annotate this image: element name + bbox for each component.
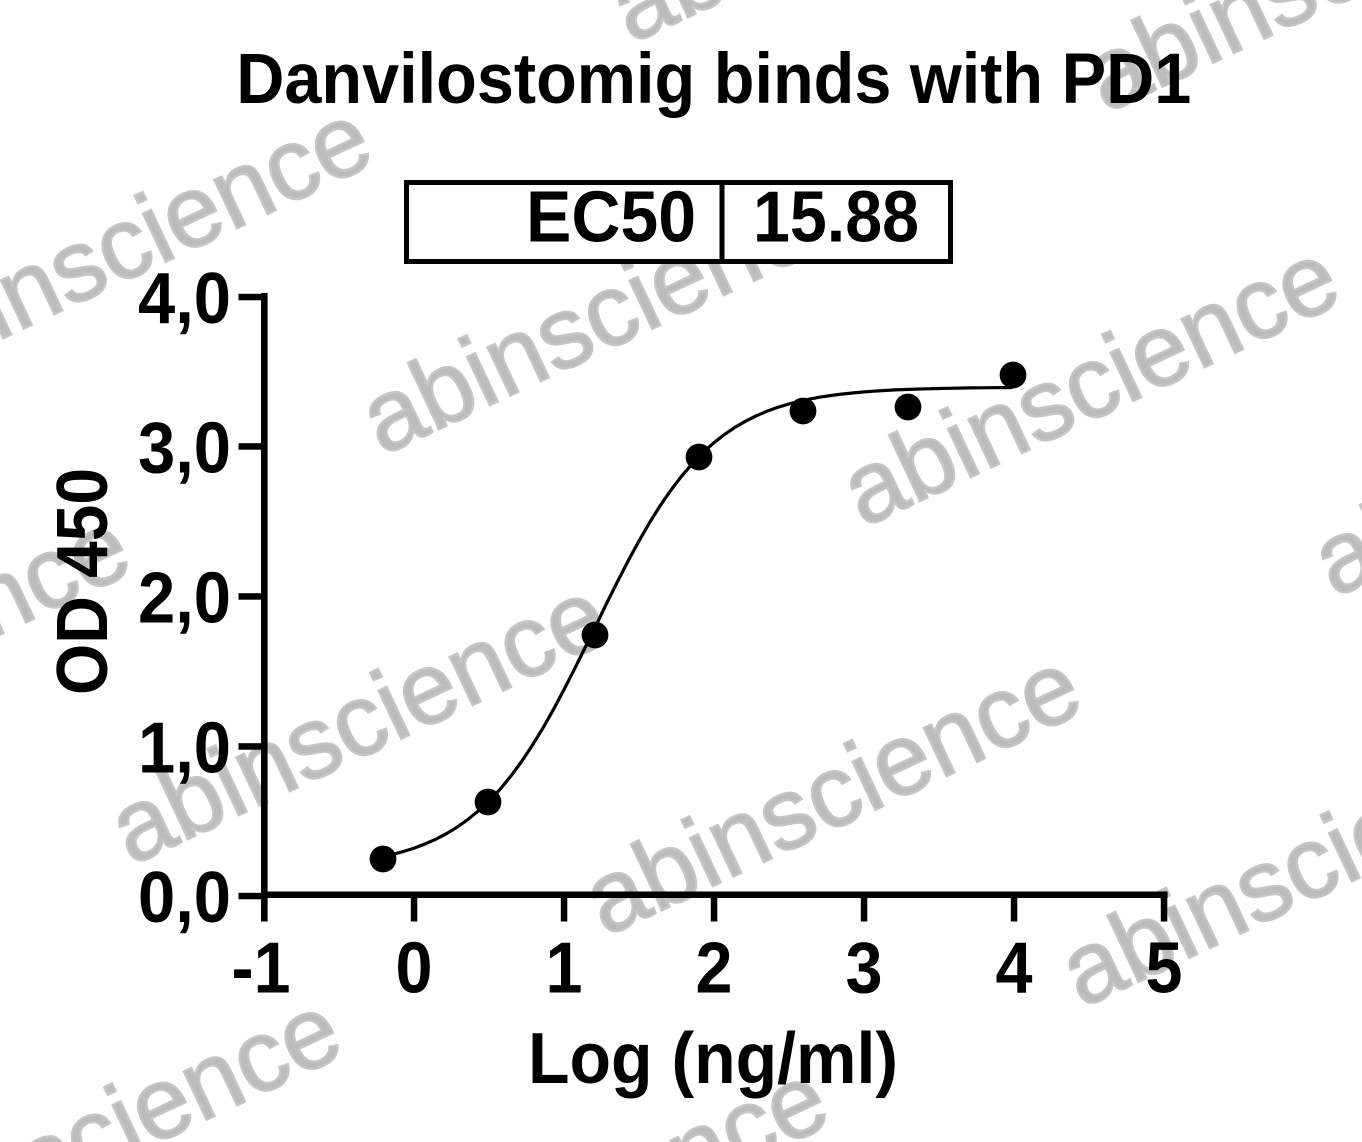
svg-text:0,0: 0,0 <box>138 858 231 938</box>
svg-text:15.88: 15.88 <box>753 178 919 258</box>
svg-text:-1: -1 <box>232 929 291 1009</box>
svg-text:EC50: EC50 <box>526 178 696 258</box>
svg-text:Log (ng/ml): Log (ng/ml) <box>528 1019 898 1099</box>
svg-text:OD 450: OD 450 <box>43 468 123 695</box>
svg-text:2,0: 2,0 <box>138 559 231 639</box>
svg-text:5: 5 <box>1146 929 1183 1009</box>
svg-text:4,0: 4,0 <box>138 259 231 339</box>
svg-text:1: 1 <box>546 929 583 1009</box>
svg-text:3: 3 <box>846 929 883 1009</box>
svg-text:4: 4 <box>996 929 1033 1009</box>
svg-text:2: 2 <box>696 929 733 1009</box>
svg-text:0: 0 <box>396 929 433 1009</box>
svg-text:3,0: 3,0 <box>138 409 231 489</box>
svg-text:1,0: 1,0 <box>138 709 231 789</box>
svg-text:Danvilostomig binds with PD1: Danvilostomig binds with PD1 <box>236 39 1191 119</box>
